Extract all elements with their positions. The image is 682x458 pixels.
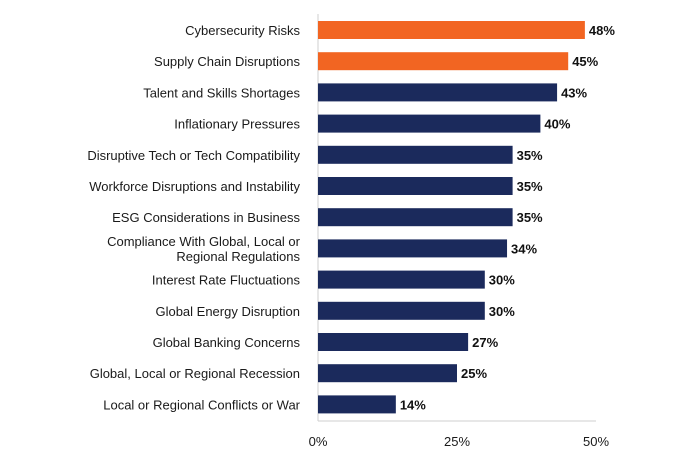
data-label: 25% (461, 366, 487, 381)
bar (318, 270, 485, 289)
chart-bars (318, 21, 585, 414)
x-tick-label: 50% (583, 434, 609, 449)
bar (318, 364, 457, 383)
category-label: Local or Regional Conflicts or War (103, 397, 300, 412)
data-label: 45% (572, 54, 598, 69)
category-label: Interest Rate Fluctuations (152, 273, 301, 288)
category-label: Global Energy Disruption (155, 304, 300, 319)
x-tick-label: 25% (444, 434, 470, 449)
data-label: 27% (472, 335, 498, 350)
bar (318, 239, 508, 258)
category-label: ESG Considerations in Business (112, 210, 300, 225)
data-label: 14% (400, 397, 426, 412)
bar (318, 83, 558, 102)
data-label: 40% (544, 117, 570, 132)
data-label: 35% (517, 179, 543, 194)
data-label: 34% (511, 241, 537, 256)
bar (318, 333, 469, 351)
data-label: 30% (489, 304, 515, 319)
data-label: 35% (517, 210, 543, 225)
category-label: Supply Chain Disruptions (154, 54, 300, 69)
data-label: 48% (589, 23, 615, 38)
category-label: Disruptive Tech or Tech Compatibility (87, 148, 300, 163)
bar (318, 114, 541, 133)
category-label: Global, Local or Regional Recession (90, 366, 300, 381)
bar (318, 145, 513, 164)
category-label: Talent and Skills Shortages (143, 85, 300, 100)
bar (318, 21, 585, 39)
bar (318, 395, 396, 414)
category-label: Inflationary Pressures (174, 117, 300, 132)
bar (318, 208, 513, 227)
bar (318, 177, 513, 195)
chart-axes: 0% 25% 50% (309, 14, 609, 449)
category-label: Cybersecurity Risks (185, 23, 300, 38)
bar (318, 52, 569, 71)
data-label: 43% (561, 85, 587, 100)
category-label: Workforce Disruptions and Instability (89, 179, 300, 194)
category-label: Compliance With Global, Local or Regional… (107, 234, 301, 264)
x-tick-label: 0% (309, 434, 328, 449)
data-label: 35% (517, 148, 543, 163)
bar (318, 301, 485, 320)
category-label: Global Banking Concerns (153, 335, 301, 350)
data-label: 30% (489, 273, 515, 288)
chart-labels: 48% Cybersecurity Risks 45% Supply Chain Di… (87, 23, 615, 412)
